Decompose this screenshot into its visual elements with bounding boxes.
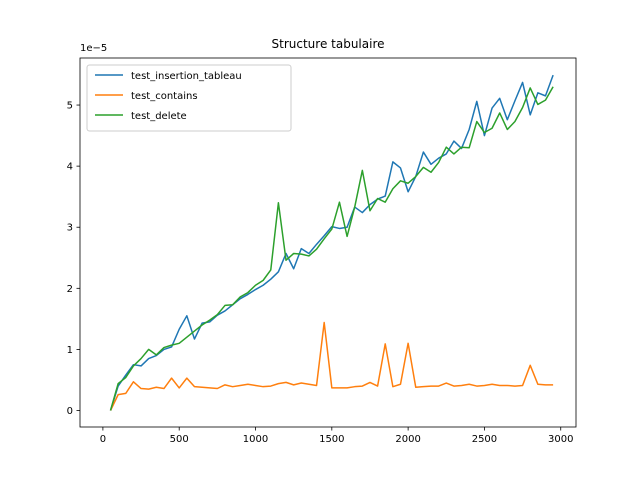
y-tick-label: 1 bbox=[67, 345, 73, 356]
y-tick-label: 4 bbox=[67, 162, 73, 173]
y-tick-label: 2 bbox=[67, 284, 73, 295]
legend-box bbox=[86, 64, 292, 132]
chart-title: Structure tabulaire bbox=[272, 37, 385, 51]
axes-frame bbox=[79, 57, 577, 428]
x-axis: 0 500 1000 1500 2000 2500 3000 bbox=[100, 427, 573, 445]
y-axis: 0 1 2 3 4 5 bbox=[67, 101, 80, 417]
legend: test_insertion_tableau test_contains test_… bbox=[86, 64, 292, 132]
legend-label: test_delete bbox=[131, 111, 187, 122]
y-tick-label: 0 bbox=[67, 406, 73, 417]
x-tick-label: 500 bbox=[170, 434, 189, 445]
y-tick-label: 3 bbox=[67, 223, 73, 234]
x-tick-label: 0 bbox=[100, 434, 106, 445]
y-tick-label: 5 bbox=[67, 101, 73, 112]
x-tick-label: 1500 bbox=[319, 434, 344, 445]
plot-area bbox=[109, 74, 554, 411]
x-tick-label: 3000 bbox=[548, 434, 573, 445]
series-line-test-contains bbox=[109, 321, 554, 411]
x-tick-label: 1000 bbox=[243, 434, 268, 445]
series-line-test-delete bbox=[109, 86, 554, 411]
legend-label: test_insertion_tableau bbox=[131, 71, 242, 82]
x-tick-label: 2500 bbox=[472, 434, 497, 445]
x-tick-label: 2000 bbox=[395, 434, 420, 445]
legend-label: test_contains bbox=[131, 91, 198, 102]
y-scale-label: 1e−5 bbox=[80, 43, 107, 54]
